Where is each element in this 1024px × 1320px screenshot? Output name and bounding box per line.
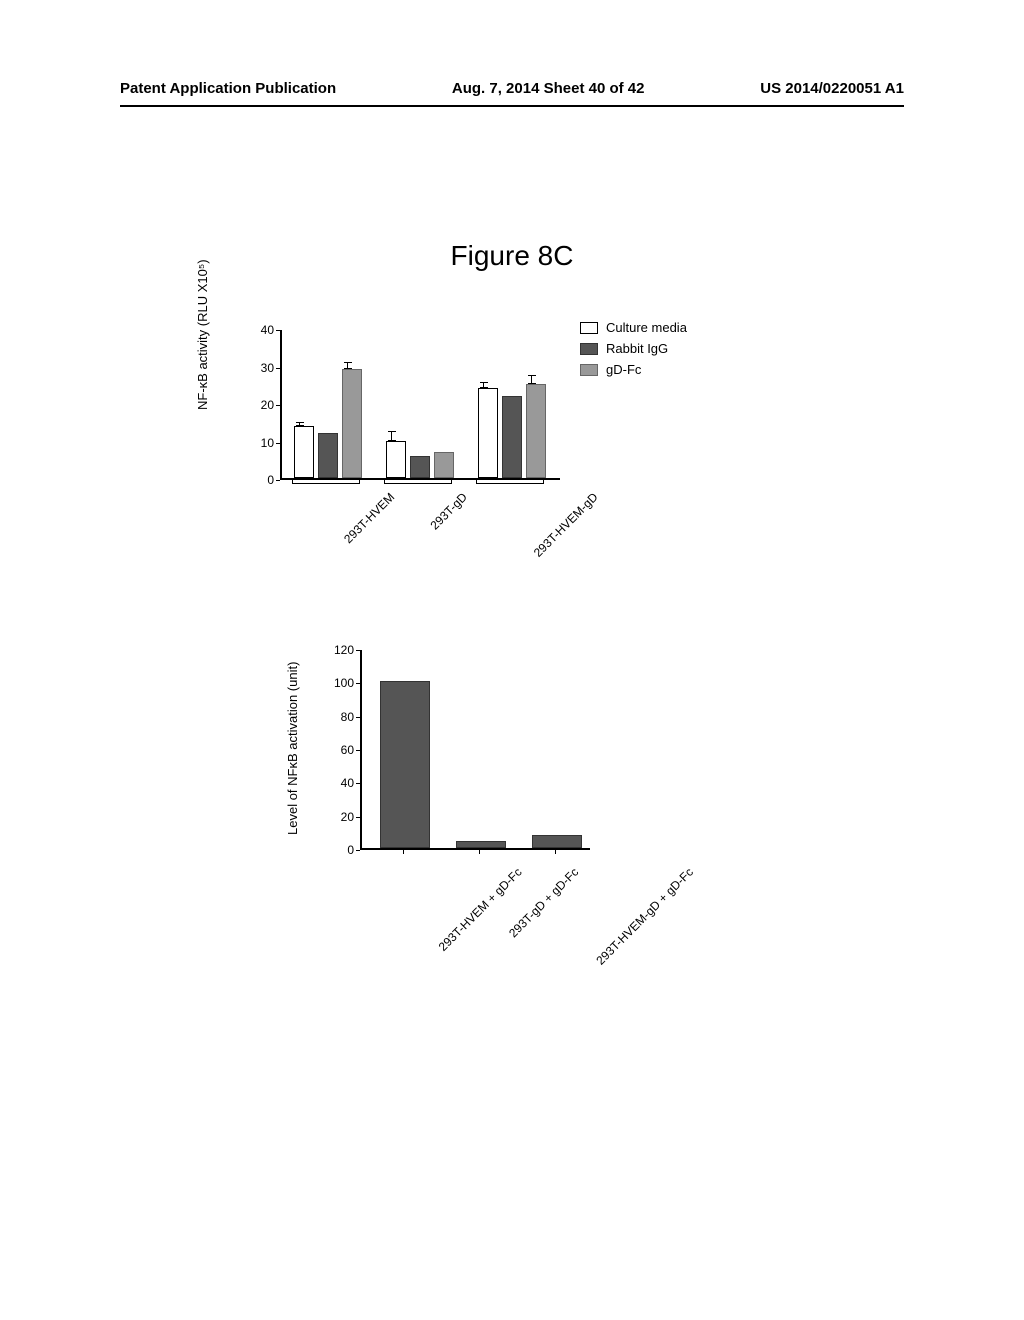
chart1-xlabel: 293T-gD bbox=[427, 490, 469, 532]
chart-nfkb-activity: NF-κB activity (RLU X10⁵) 010203040293T-… bbox=[220, 320, 640, 580]
chart1-ytick-mark bbox=[276, 330, 280, 331]
chart1-ylabel: NF-κB activity (RLU X10⁵) bbox=[195, 259, 210, 410]
chart2-plot bbox=[360, 650, 590, 850]
chart1-bar bbox=[386, 441, 406, 479]
chart2-ytick-mark bbox=[356, 650, 360, 651]
chart1-errorbar bbox=[347, 362, 357, 370]
chart1-xlabel: 293T-HVEM-gD bbox=[531, 490, 601, 560]
page-header: Patent Application Publication Aug. 7, 2… bbox=[0, 80, 1024, 97]
chart1-ytick: 0 bbox=[252, 473, 274, 487]
chart1-ytick-mark bbox=[276, 443, 280, 444]
header-rule bbox=[120, 105, 904, 107]
chart1-bar bbox=[410, 456, 430, 479]
chart1-group bbox=[478, 330, 556, 478]
chart1-group bbox=[386, 330, 464, 478]
chart1-bar bbox=[342, 369, 362, 478]
chart1-ytick: 40 bbox=[252, 323, 274, 337]
chart2-xtick-mark bbox=[555, 850, 556, 854]
chart-nfkb-activation-level: Level of NFκB activation (unit) 02040608… bbox=[290, 640, 670, 990]
chart1-ytick: 10 bbox=[252, 436, 274, 450]
chart1-bar bbox=[294, 426, 314, 479]
chart1-bar bbox=[526, 384, 546, 478]
chart1-errorbar bbox=[391, 431, 401, 440]
chart1-errorbar bbox=[483, 382, 493, 388]
chart1-bar bbox=[318, 433, 338, 478]
header-right: US 2014/0220051 A1 bbox=[760, 80, 904, 97]
chart2-bar bbox=[456, 841, 506, 848]
chart1-ytick: 20 bbox=[252, 398, 274, 412]
chart1-group-bracket bbox=[292, 480, 360, 484]
chart2-ytick: 80 bbox=[328, 710, 354, 724]
chart1-group-bracket bbox=[384, 480, 452, 484]
chart2-xlabel: 293T-HVEM-gD + gD-Fc bbox=[593, 865, 696, 968]
chart2-ytick: 0 bbox=[328, 843, 354, 857]
chart2-bar bbox=[380, 681, 430, 848]
chart1-plot bbox=[280, 330, 560, 480]
chart2-ytick-mark bbox=[356, 683, 360, 684]
chart1-bar bbox=[502, 396, 522, 479]
header-left: Patent Application Publication bbox=[120, 80, 336, 97]
chart2-ytick: 100 bbox=[328, 676, 354, 690]
chart2-xlabel: 293T-HVEM + gD-Fc bbox=[436, 865, 525, 954]
chart2-xtick-mark bbox=[479, 850, 480, 854]
chart1-ytick-mark bbox=[276, 368, 280, 369]
chart1-ytick: 30 bbox=[252, 361, 274, 375]
chart2-ytick: 60 bbox=[328, 743, 354, 757]
chart1-xlabel: 293T-HVEM bbox=[341, 490, 397, 546]
chart2-ytick-mark bbox=[356, 783, 360, 784]
chart2-ytick-mark bbox=[356, 817, 360, 818]
chart1-ytick-mark bbox=[276, 480, 280, 481]
figure-title: Figure 8C bbox=[451, 240, 574, 272]
chart1-group bbox=[294, 330, 372, 478]
chart2-ytick: 120 bbox=[328, 643, 354, 657]
chart1-bar bbox=[478, 388, 498, 478]
header-center: Aug. 7, 2014 Sheet 40 of 42 bbox=[452, 80, 645, 97]
chart2-bar bbox=[532, 835, 582, 848]
chart2-ytick: 40 bbox=[328, 776, 354, 790]
chart2-ytick-mark bbox=[356, 850, 360, 851]
chart1-ytick-mark bbox=[276, 405, 280, 406]
chart2-ytick-mark bbox=[356, 750, 360, 751]
chart1-bar bbox=[434, 452, 454, 478]
chart2-ytick-mark bbox=[356, 717, 360, 718]
chart2-ytick: 20 bbox=[328, 810, 354, 824]
chart1-errorbar bbox=[531, 375, 541, 384]
chart2-ylabel: Level of NFκB activation (unit) bbox=[285, 662, 300, 835]
chart2-xtick-mark bbox=[403, 850, 404, 854]
chart1-group-bracket bbox=[476, 480, 544, 484]
chart1-errorbar bbox=[299, 422, 309, 426]
